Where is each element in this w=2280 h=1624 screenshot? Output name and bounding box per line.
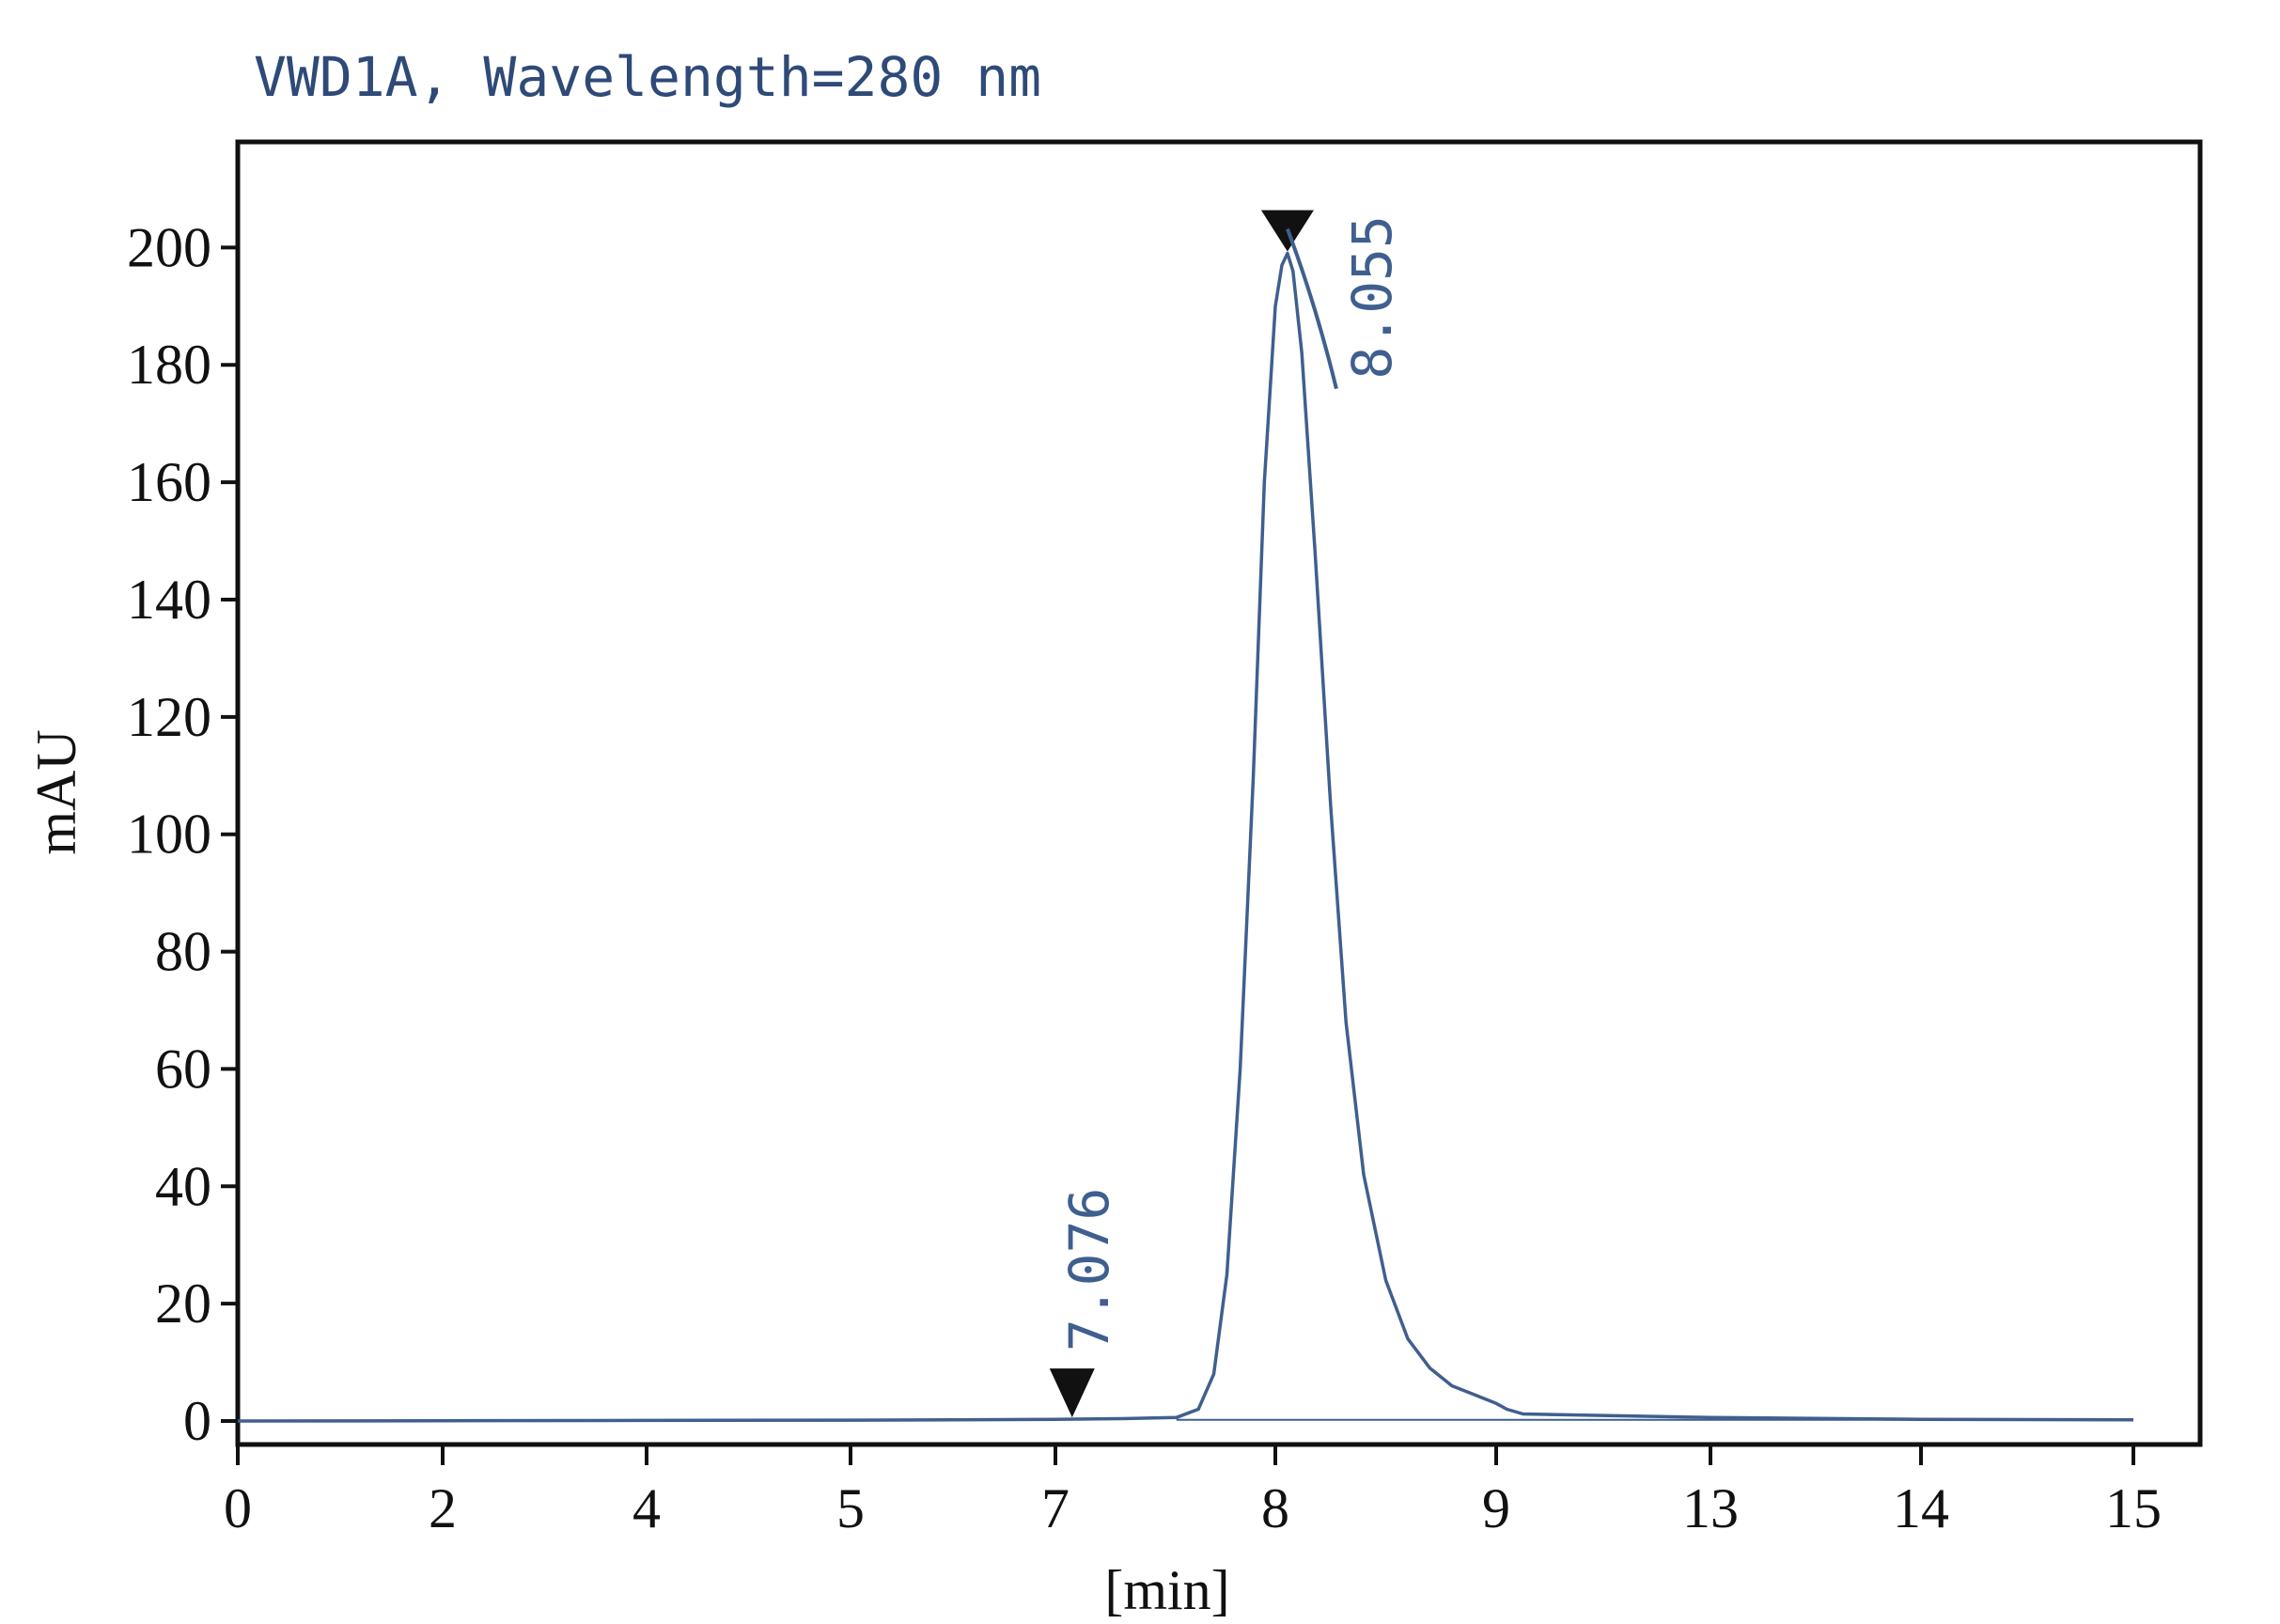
y-tick-label: 140: [127, 569, 211, 631]
y-tick-label: 200: [127, 216, 211, 278]
peak-label: 8.055: [1340, 215, 1404, 380]
y-tick-label: 80: [155, 921, 211, 983]
y-tick-label: 120: [127, 686, 211, 748]
x-tick-label: 14: [1893, 1477, 1949, 1539]
x-tick-label: 5: [836, 1477, 865, 1539]
y-tick-label: 60: [155, 1038, 211, 1100]
y-tick-label: 40: [155, 1155, 211, 1217]
peak-label: 7.076: [1057, 1188, 1121, 1352]
y-tick-label: 160: [127, 451, 211, 513]
x-tick-label: 4: [632, 1477, 661, 1539]
x-axis: 0 2 4 5 7 8 9 13 14 15: [224, 1444, 2162, 1539]
y-tick-label: 180: [127, 334, 211, 396]
x-tick-label: 8: [1261, 1477, 1289, 1539]
plot-frame: [235, 139, 2203, 1447]
y-axis: 0 20 40 60 80 100 120 140 160 180 200: [127, 216, 238, 1452]
x-tick-label: 9: [1482, 1477, 1510, 1539]
peak-label-leader: [1286, 227, 1338, 390]
y-tick-label: 20: [155, 1273, 211, 1335]
y-tick-label: 100: [127, 804, 211, 866]
x-tick-label: 15: [2105, 1477, 2162, 1539]
chromatogram-trace: [237, 251, 2134, 1423]
peak-marker: [1049, 1368, 1095, 1418]
x-tick-label: 13: [1682, 1477, 1739, 1539]
chart-title: VWD1A, Wavelength=280 nm: [254, 45, 1041, 109]
y-tick-label: 0: [183, 1390, 211, 1452]
x-tick-label: 0: [224, 1477, 252, 1539]
peak-markers: 7.076 8.055: [1049, 210, 1404, 1418]
y-axis-label: mAU: [25, 729, 87, 854]
x-tick-label: 7: [1041, 1477, 1070, 1539]
x-tick-label: 2: [429, 1477, 457, 1539]
x-axis-label: [min]: [1104, 1559, 1229, 1621]
